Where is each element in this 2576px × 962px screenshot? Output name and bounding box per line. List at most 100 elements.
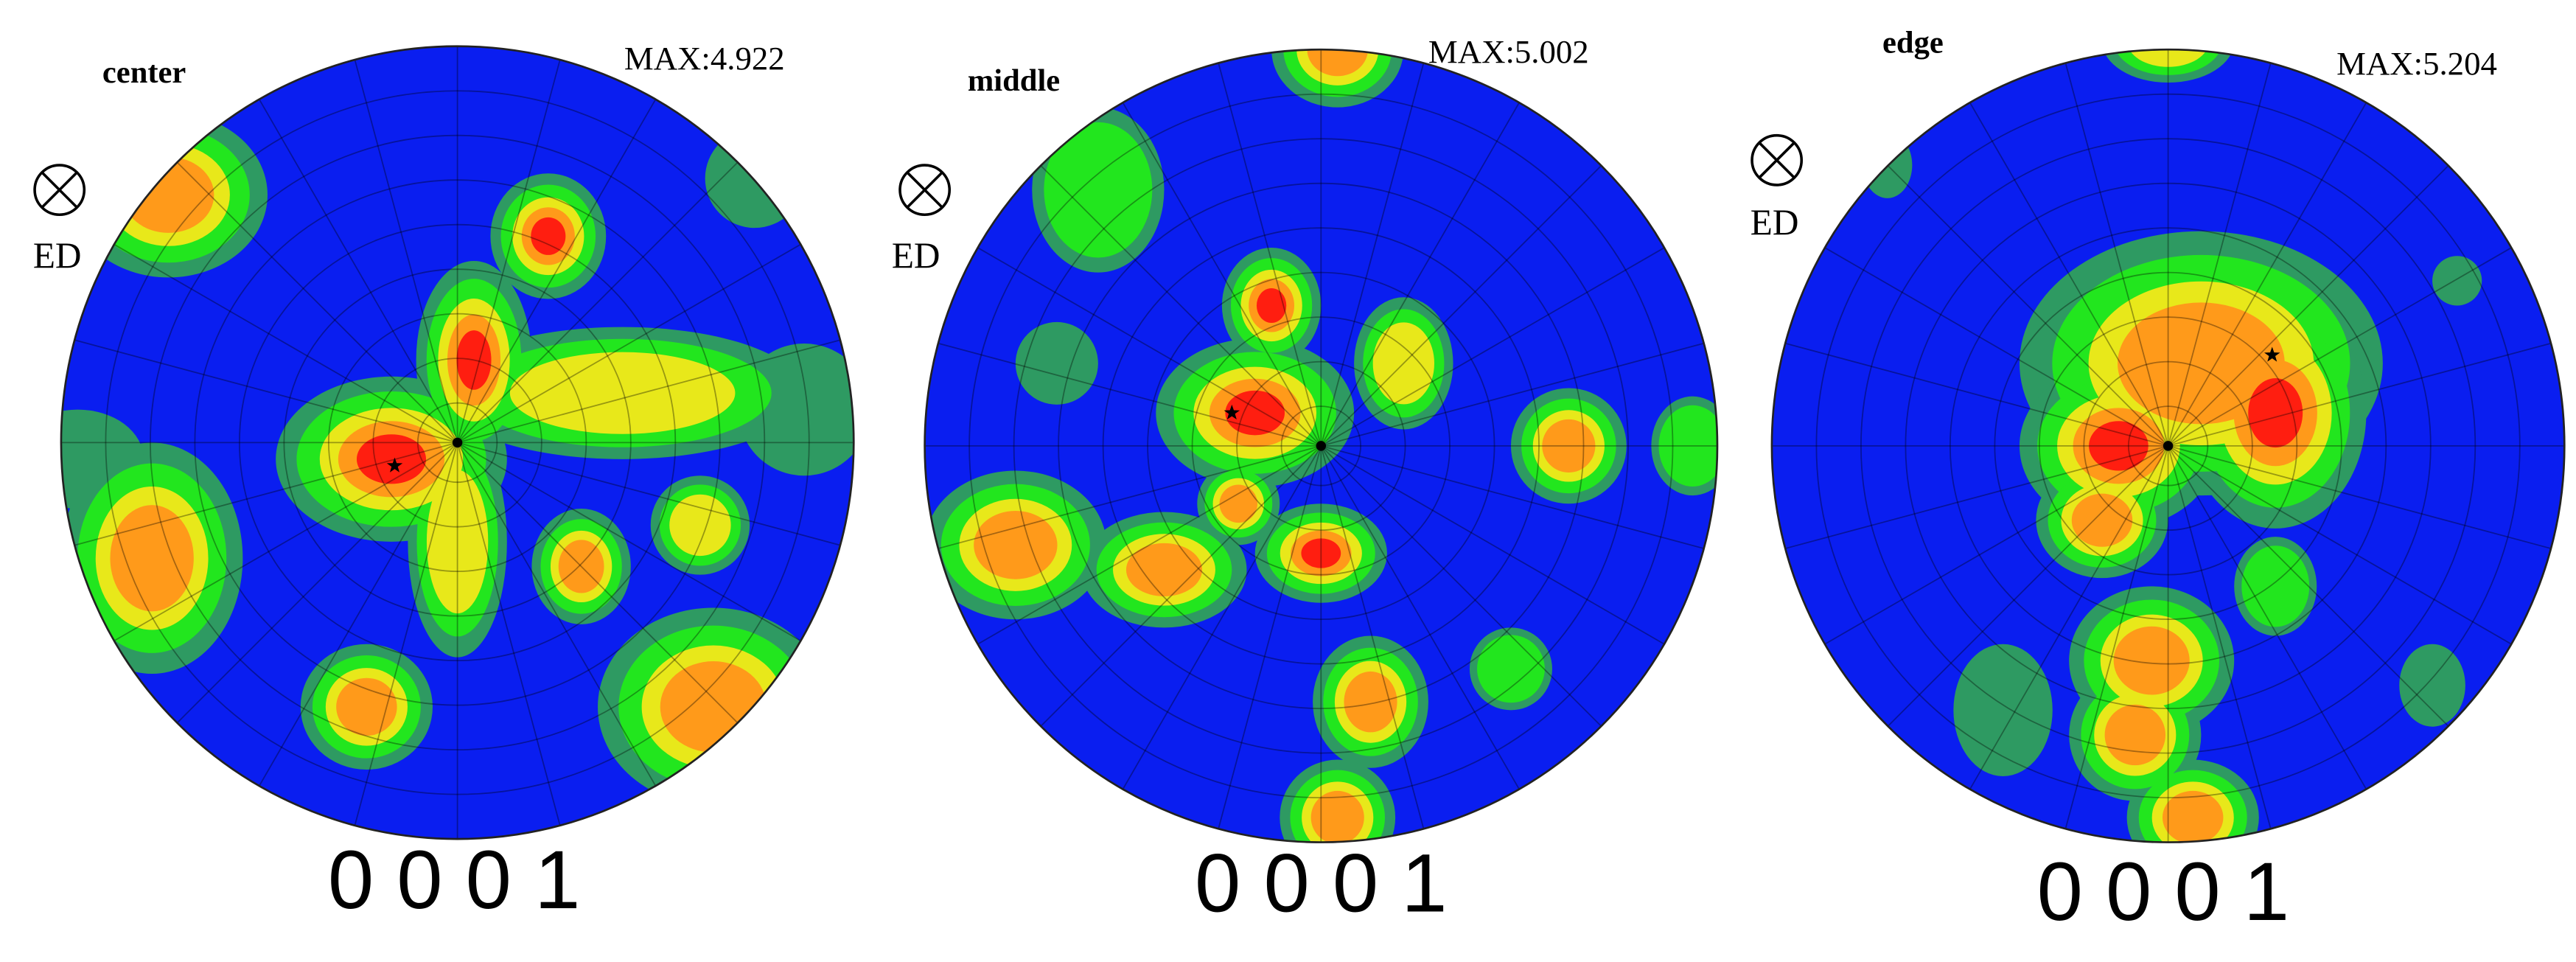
net-radial: [457, 339, 841, 444]
max-marker: [1224, 404, 1240, 420]
contour-region: [456, 330, 492, 390]
direction-label: ED: [892, 235, 940, 276]
net-radial: [456, 99, 657, 443]
net-circle: [1147, 271, 1495, 621]
net-circle: [416, 402, 498, 484]
net-radial: [2167, 102, 2367, 447]
contour-region: [2113, 626, 2190, 695]
net-radial: [2167, 445, 2367, 790]
direction-symbol: [1758, 142, 1795, 179]
panel-label: center: [102, 55, 186, 90]
net-radial: [457, 442, 801, 642]
contour-region: [426, 470, 489, 614]
net-radial: [1321, 445, 1704, 549]
contour-region: [1310, 790, 1364, 843]
contour-region: [2071, 493, 2133, 547]
net-radial: [114, 442, 458, 642]
net-circle: [1994, 271, 2342, 621]
net-circle: [1102, 227, 1540, 665]
net-radial: [1122, 445, 1322, 790]
contour-region: [122, 156, 214, 233]
net-circle: [1949, 227, 2387, 665]
net-circle: [2083, 360, 2253, 531]
contour-region: [558, 540, 604, 593]
net-radial: [456, 442, 739, 724]
contour-region: [1015, 321, 1098, 405]
panel-label: middle: [968, 63, 1060, 98]
contour-region: [1658, 405, 1717, 487]
max-marker: [386, 457, 403, 473]
net-circle: [372, 358, 542, 528]
contour-region: [531, 217, 566, 255]
net-radial: [74, 442, 458, 546]
net-circle: [1013, 138, 1629, 754]
pole-outline: [1770, 48, 2566, 843]
net-radial: [456, 59, 561, 443]
net-radial: [1320, 445, 1520, 790]
contour-region: [1542, 419, 1596, 473]
max-intensity: MAX:4.922: [624, 40, 785, 77]
plane-index: 0 0 0 1: [328, 834, 581, 926]
plane-index: 0 0 0 1: [1195, 837, 1448, 930]
pole-figure: edge MAX:5.204 ED 0 0 0 1: [1751, 26, 2566, 938]
contour-region: [2241, 546, 2310, 627]
stereo-net: [60, 46, 854, 840]
net-radial: [1969, 102, 2169, 447]
contour-region: [2162, 790, 2224, 843]
net-radial: [2064, 63, 2169, 447]
net-radial: [1785, 342, 2168, 447]
net-radial: [1321, 342, 1704, 447]
contours: [1771, 49, 2565, 843]
pole-outline: [924, 48, 1719, 843]
contour-region: [660, 661, 767, 753]
net-radial: [2168, 342, 2552, 447]
net-radial: [456, 161, 739, 444]
net-radial: [2168, 445, 2512, 645]
net-radial: [2168, 445, 2552, 549]
net-circle: [238, 223, 677, 662]
contour-region: [2104, 704, 2166, 766]
net-radial: [1320, 445, 1425, 829]
contour-region: [1219, 484, 1258, 523]
net-radial: [1824, 445, 2169, 645]
net-circle: [283, 268, 632, 617]
net-radial: [456, 442, 561, 826]
contour-region: [356, 434, 427, 484]
contour-region: [1125, 543, 1203, 596]
net-radial: [1824, 247, 2169, 447]
net-radial: [1887, 445, 2169, 727]
net-circle: [968, 93, 1674, 798]
contour-region: [1953, 644, 2053, 776]
max-marker: [2263, 346, 2280, 362]
direction-symbol: [33, 164, 86, 217]
stereo-net: [924, 49, 1717, 843]
net-circle: [1236, 360, 1406, 531]
direction-label: ED: [1751, 202, 1799, 243]
direction-symbol: [906, 171, 943, 209]
contour-region: [1372, 322, 1434, 405]
contour-region: [336, 677, 397, 736]
net-radial: [1969, 445, 2169, 790]
net-circle: [2127, 405, 2209, 487]
net-radial: [2167, 445, 2449, 727]
contour-region: [1477, 635, 1545, 703]
contour-region: [705, 128, 805, 229]
net-radial: [354, 59, 458, 443]
net-radial: [1785, 445, 2168, 549]
net-radial: [1040, 165, 1322, 447]
max-intensity: MAX:5.002: [1428, 33, 1589, 70]
contours: [924, 49, 1717, 843]
net-radial: [1320, 247, 1665, 447]
contour-region: [1344, 671, 1397, 733]
net-radial: [977, 247, 1322, 447]
net-circle: [1058, 182, 1585, 710]
direction-symbol: [1751, 133, 1804, 187]
net-radial: [1218, 63, 1322, 447]
net-radial: [1887, 165, 2169, 447]
net-radial: [74, 339, 458, 444]
contour-region: [1256, 287, 1287, 323]
pole-outline: [60, 45, 855, 840]
contour-region: [2089, 421, 2149, 471]
center-dot: [2163, 441, 2174, 451]
net-radial: [2168, 247, 2512, 447]
